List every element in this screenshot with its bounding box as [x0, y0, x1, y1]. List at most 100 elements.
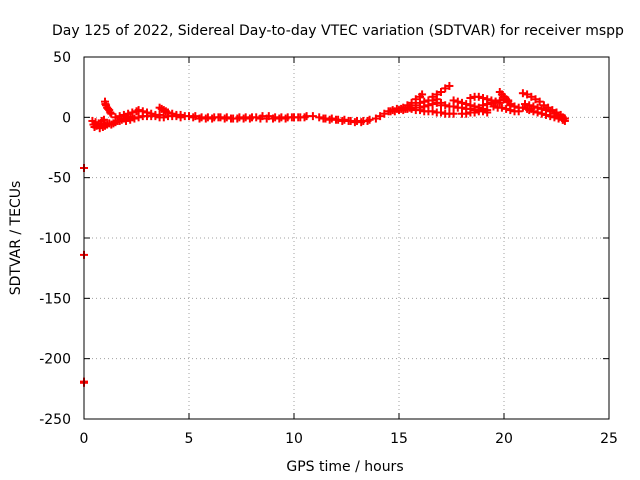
data-point [208, 114, 217, 123]
data-point [542, 110, 550, 119]
data-point [510, 102, 519, 111]
data-point [407, 103, 416, 112]
data-point [159, 113, 168, 122]
data-point [107, 109, 116, 118]
data-point [428, 100, 437, 109]
data-point [441, 84, 450, 93]
data-point [550, 113, 559, 122]
data-point [449, 109, 458, 118]
data-point [521, 100, 529, 109]
data-point [380, 109, 389, 118]
data-point [483, 100, 492, 109]
data-point [99, 115, 108, 124]
data-point [533, 108, 542, 117]
data-point [106, 108, 115, 117]
data-point [124, 109, 133, 118]
data-point [403, 101, 412, 110]
data-point [172, 112, 181, 121]
data-point [428, 92, 437, 101]
y-tick-labels: -250 -200 -150 -100 -50 0 50 [39, 50, 71, 428]
data-point [332, 115, 340, 124]
data-point [432, 90, 441, 99]
data-point [470, 108, 479, 117]
data-point [489, 102, 498, 111]
x-tick-label: 5 [185, 431, 194, 447]
x-axis-label: GPS time / hours [286, 459, 403, 475]
x-tick-label: 0 [80, 431, 89, 447]
data-point [437, 108, 445, 117]
data-point [531, 95, 540, 104]
x-tick-label: 15 [390, 431, 408, 447]
data-point [214, 113, 223, 122]
data-points [80, 81, 569, 387]
data-point [134, 106, 143, 115]
data-point [497, 103, 506, 112]
data-point [344, 116, 353, 125]
data-point [189, 113, 198, 122]
data-point [458, 98, 466, 107]
data-point [491, 97, 500, 106]
data-point [390, 107, 399, 116]
data-point [357, 118, 366, 127]
data-point [134, 113, 143, 122]
data-point [399, 103, 408, 112]
data-point [428, 107, 437, 116]
data-point [495, 96, 504, 105]
data-point [445, 81, 454, 90]
chart-title: Day 125 of 2022, Sidereal Day-to-day VTE… [52, 23, 624, 39]
data-point [437, 87, 445, 96]
data-point [462, 109, 471, 118]
data-point [537, 109, 546, 118]
x-tick-label: 10 [285, 431, 303, 447]
data-point [466, 94, 475, 103]
plot-frame [83, 56, 610, 420]
data-point [483, 108, 492, 117]
data-point [111, 113, 120, 122]
data-point [418, 90, 427, 99]
data-point [518, 89, 527, 98]
data-point [252, 113, 261, 122]
data-point [525, 106, 534, 115]
data-point [122, 116, 130, 125]
data-point [546, 112, 555, 121]
data-point [308, 112, 317, 121]
data-point [128, 108, 137, 117]
data-point [176, 113, 185, 122]
data-point [554, 114, 563, 123]
data-point [560, 116, 569, 125]
data-point [462, 100, 471, 109]
data-point [281, 114, 290, 123]
data-point [506, 101, 515, 110]
data-point [441, 101, 450, 110]
y-axis-label: SDTVAR / TECUs [8, 181, 24, 296]
data-point [466, 101, 475, 110]
y-tick-label: -200 [39, 352, 71, 368]
data-point [319, 114, 328, 123]
y-tick-label: -150 [39, 291, 71, 307]
y-tick-label: -250 [39, 412, 71, 428]
data-point [363, 116, 372, 125]
data-point [130, 114, 139, 123]
data-point [535, 97, 544, 106]
x-tick-label: 25 [600, 431, 618, 447]
data-point [529, 107, 538, 116]
y-tick-label: -50 [48, 171, 71, 187]
data-point [151, 112, 160, 121]
data-point [371, 114, 380, 123]
data-point [300, 113, 309, 122]
y-tick-label: 0 [62, 110, 71, 126]
data-point [115, 112, 124, 121]
data-point [376, 112, 385, 121]
data-point [502, 104, 511, 113]
x-tick-labels: 0 5 10 15 20 25 [80, 431, 618, 447]
data-point [523, 90, 532, 99]
data-point [245, 114, 254, 123]
data-point [527, 92, 536, 101]
y-tick-label: -100 [39, 231, 71, 247]
data-point [119, 110, 128, 119]
data-point [126, 115, 135, 124]
data-point [315, 113, 324, 122]
y-tick-label: 50 [53, 50, 71, 66]
data-point [479, 94, 487, 103]
